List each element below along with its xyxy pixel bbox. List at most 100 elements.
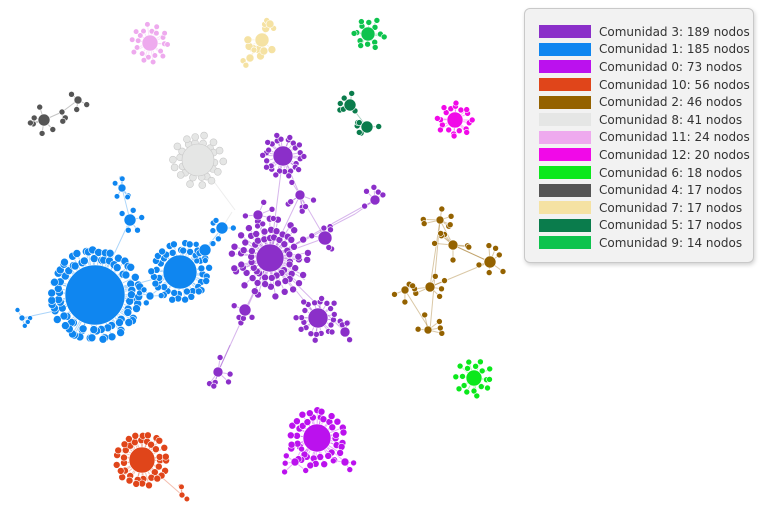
- graph-node: [242, 61, 250, 69]
- graph-node: [308, 232, 316, 240]
- graph-node: [282, 452, 290, 460]
- graph-node: [58, 108, 66, 116]
- graph-node: [151, 52, 158, 59]
- graph-node: [259, 152, 267, 159]
- graph-node: [468, 116, 476, 124]
- graph-node: [192, 241, 200, 248]
- graph-node: [446, 111, 464, 129]
- graph-node: [336, 100, 344, 107]
- graph-node: [327, 321, 335, 329]
- graph-node: [267, 45, 277, 54]
- graph-node: [241, 238, 250, 247]
- graph-node: [239, 246, 248, 254]
- graph-node: [176, 171, 185, 179]
- legend-label: Comunidad 3: 189 nodos: [599, 24, 750, 39]
- graph-node: [153, 474, 162, 483]
- graph-node: [300, 298, 308, 306]
- graph-node: [287, 198, 295, 205]
- graph-node: [162, 254, 198, 290]
- graph-node: [369, 194, 381, 206]
- graph-node: [495, 251, 503, 259]
- legend-swatch: [539, 183, 591, 197]
- graph-node: [226, 370, 234, 378]
- graph-node: [328, 423, 337, 432]
- graph-node: [346, 336, 353, 344]
- graph-node: [303, 255, 312, 264]
- graph-node: [259, 220, 267, 228]
- graph-node: [248, 247, 256, 255]
- graph-node: [153, 23, 160, 30]
- graph-node: [478, 367, 486, 375]
- graph-node: [212, 366, 224, 378]
- graph-node: [248, 313, 256, 321]
- graph-node: [330, 299, 338, 307]
- graph-node: [265, 19, 275, 29]
- graph-node: [129, 36, 136, 43]
- legend-label: Comunidad 6: 18 nodos: [599, 165, 743, 180]
- graph-node: [132, 304, 141, 313]
- graph-node: [140, 57, 147, 64]
- graph-node: [197, 264, 206, 273]
- graph-edge: [404, 289, 431, 331]
- graph-node: [267, 274, 276, 282]
- graph-node: [437, 126, 444, 134]
- graph-node: [131, 272, 140, 282]
- graph-node: [136, 289, 143, 297]
- graph-node: [311, 336, 319, 344]
- graph-node: [135, 37, 142, 44]
- graph-node: [438, 285, 445, 293]
- graph-node: [299, 271, 307, 279]
- graph-node: [305, 409, 314, 418]
- graph-node: [288, 179, 296, 186]
- graph-node: [263, 157, 271, 165]
- graph-node: [455, 127, 463, 134]
- graph-node: [302, 423, 332, 453]
- graph-node: [436, 318, 443, 325]
- graph-node: [107, 332, 117, 342]
- graph-node: [371, 44, 379, 51]
- graph-node: [60, 257, 69, 267]
- graph-node: [117, 183, 127, 193]
- graph-node: [252, 209, 264, 221]
- graph-node: [290, 226, 299, 234]
- graph-node: [457, 106, 465, 114]
- graph-node: [268, 206, 276, 213]
- graph-node: [339, 428, 348, 437]
- graph-node: [130, 48, 137, 56]
- graph-node: [261, 280, 269, 288]
- graph-node: [27, 119, 34, 127]
- graph-node: [431, 240, 438, 247]
- graph-node: [200, 131, 208, 140]
- graph-node: [348, 90, 356, 97]
- graph-node: [251, 287, 259, 296]
- graph-node: [486, 365, 494, 373]
- graph-node: [123, 213, 137, 227]
- graph-node: [294, 189, 306, 201]
- graph-node: [281, 459, 289, 467]
- graph-node: [61, 321, 70, 330]
- graph-node: [409, 282, 416, 290]
- graph-node: [340, 457, 350, 467]
- graph-node: [185, 240, 194, 249]
- graph-node: [452, 99, 460, 107]
- graph-node: [47, 296, 57, 305]
- graph-node: [306, 461, 315, 470]
- graph-node: [170, 240, 178, 249]
- graph-node: [440, 104, 448, 111]
- graph-node: [168, 249, 177, 257]
- graph-node: [202, 277, 210, 285]
- graph-node: [144, 21, 151, 28]
- legend-swatch: [539, 60, 591, 74]
- graph-node: [179, 246, 187, 255]
- legend-label: Comunidad 7: 17 nodos: [599, 200, 743, 215]
- graph-node: [310, 196, 317, 204]
- graph-node: [125, 435, 133, 443]
- graph-node: [137, 32, 144, 39]
- graph-node: [207, 176, 216, 185]
- graph-node: [198, 181, 207, 189]
- graph-node: [298, 445, 305, 453]
- graph-node: [286, 134, 294, 141]
- graph-node: [285, 260, 294, 269]
- graph-node: [455, 385, 463, 393]
- graph-node: [252, 230, 261, 238]
